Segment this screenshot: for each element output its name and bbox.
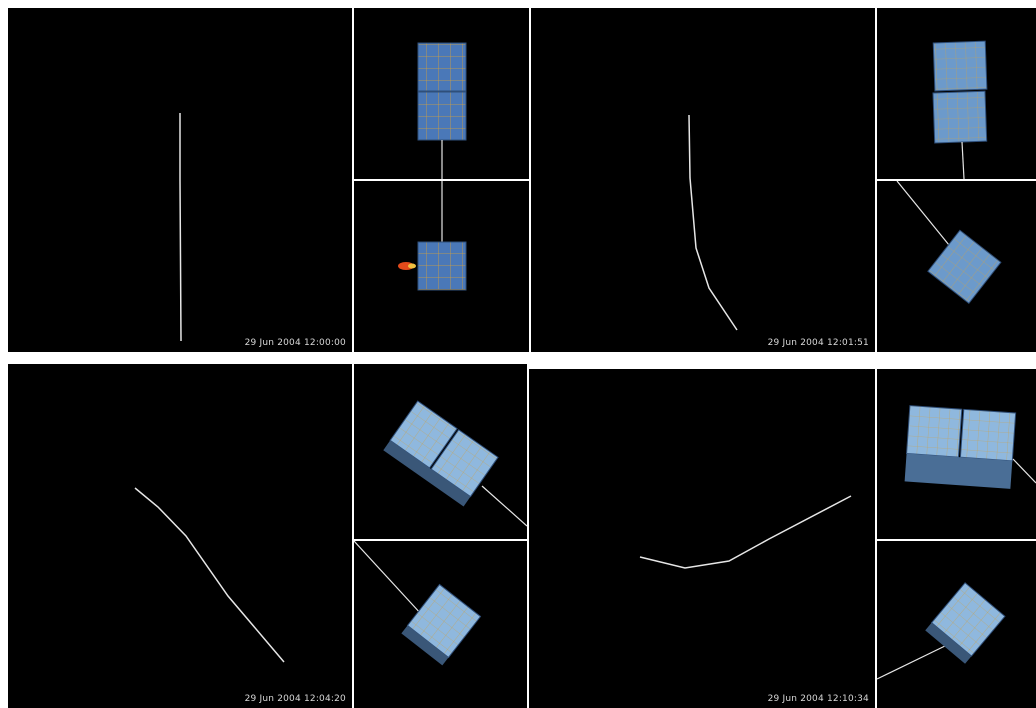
satellite-module-icon xyxy=(904,405,1036,489)
frame-1-timestamp: 29 Jun 2004 12:00:00 xyxy=(244,338,346,348)
frame-2-lower-module-view xyxy=(877,181,1036,352)
frame-3-timestamp: 29 Jun 2004 12:04:20 xyxy=(244,694,346,704)
satellite-module-icon xyxy=(354,541,482,666)
frame-4-timestamp: 29 Jun 2004 12:10:34 xyxy=(767,694,869,704)
frame-4-lower-module-view xyxy=(877,541,1036,708)
tether-trajectory-line xyxy=(639,495,852,569)
satellite-module-icon xyxy=(896,181,1002,304)
frame-2-timestamp: 29 Jun 2004 12:01:51 xyxy=(767,338,869,348)
frame-1-upper-module-view xyxy=(354,8,529,179)
frame-3-trajectory-view: 29 Jun 2004 12:04:20 xyxy=(8,364,352,708)
tether-trajectory-line xyxy=(179,113,182,342)
frame-2-trajectory-view: 29 Jun 2004 12:01:51 xyxy=(531,8,875,352)
frame-3-upper-module-view xyxy=(354,364,527,539)
satellite-module-icon xyxy=(417,42,467,179)
frame-2-upper-module-view xyxy=(877,8,1036,179)
frame-1-trajectory-view: 29 Jun 2004 12:00:00 xyxy=(8,8,352,352)
satellite-module-icon xyxy=(398,181,467,291)
frame-4-trajectory-view: 29 Jun 2004 12:10:34 xyxy=(529,369,875,708)
frame-4-upper-module-view xyxy=(877,369,1036,539)
satellite-module-icon xyxy=(932,40,988,179)
tether-trajectory-line xyxy=(134,487,285,663)
frame-3-lower-module-view xyxy=(354,541,527,708)
satellite-module-icon xyxy=(383,400,527,527)
tether-trajectory-line xyxy=(688,114,738,331)
satellite-module-icon xyxy=(877,582,1006,680)
frame-1-lower-module-view xyxy=(354,181,529,352)
